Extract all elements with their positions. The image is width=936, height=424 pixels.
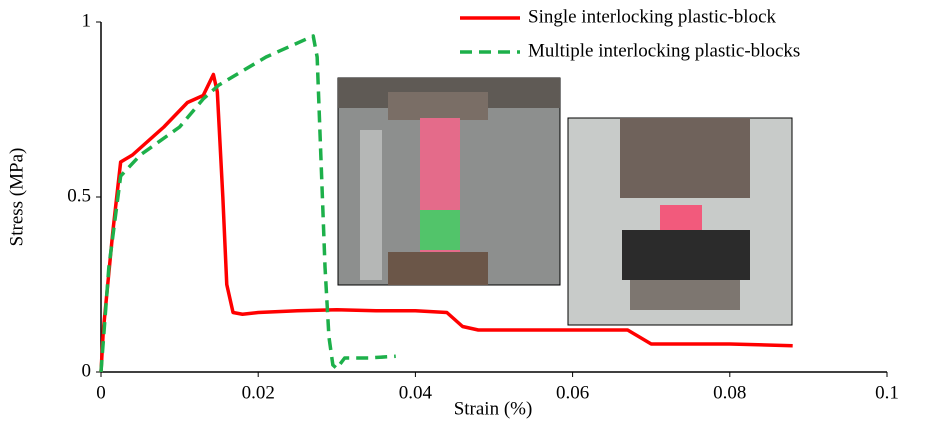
x-tick-label: 0.08 (713, 382, 746, 403)
legend-label: Single interlocking plastic-block (528, 6, 777, 27)
x-tick-label: 0.04 (399, 382, 433, 403)
legend-label: Multiple interlocking plastic-blocks (528, 40, 800, 61)
y-axis-label: Stress (MPa) (6, 148, 27, 247)
y-tick-label: 0.5 (67, 185, 91, 206)
x-tick-label: 0.02 (242, 382, 275, 403)
x-tick-label: 0.1 (875, 382, 899, 403)
photo-right (567, 117, 793, 326)
series-line (99, 34, 396, 373)
x-tick-label: 0 (96, 382, 106, 403)
x-tick-label: 0.06 (556, 382, 589, 403)
y-tick-label: 1 (82, 10, 92, 31)
x-axis-label: Strain (%) (454, 398, 533, 419)
series-line (99, 72, 793, 373)
photo-left (337, 77, 561, 286)
y-tick-label: 0 (82, 360, 92, 381)
